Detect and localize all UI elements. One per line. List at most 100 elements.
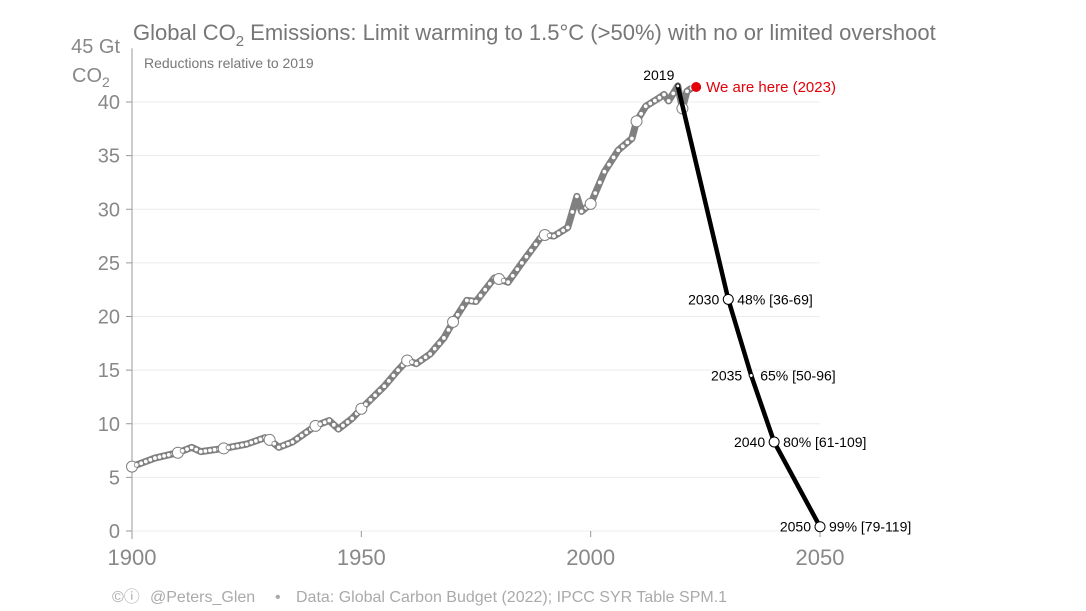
annual-point	[656, 95, 663, 101]
annual-point	[523, 254, 530, 260]
annual-point	[629, 135, 635, 142]
annual-point	[468, 298, 475, 304]
annual-point	[615, 147, 621, 153]
annual-point	[418, 357, 424, 364]
x-tick-label: 1950	[337, 545, 386, 570]
y-tick-label: 25	[98, 253, 120, 275]
x-tick-label: 1900	[108, 545, 157, 570]
creative-commons-icon: ©ⓘ	[112, 588, 140, 606]
annual-point	[464, 297, 470, 304]
decade-point	[630, 115, 643, 128]
annual-point	[198, 448, 204, 455]
x-tick-label: 2050	[796, 545, 845, 570]
annual-point	[519, 260, 525, 266]
annual-point	[161, 453, 167, 459]
annual-point	[432, 345, 438, 352]
annual-point	[230, 444, 236, 450]
annual-point	[147, 457, 154, 463]
pathway-year-label: 2030	[688, 291, 719, 307]
annual-point	[289, 439, 296, 445]
annual-point	[477, 292, 484, 299]
pathway-year-label: 2035	[711, 367, 742, 383]
author-handle: @Peters_Glen	[150, 589, 255, 606]
annual-point	[340, 422, 346, 429]
annual-point	[133, 462, 140, 468]
pathway-point	[722, 293, 734, 305]
y-axis-label: 45 Gt	[71, 36, 120, 58]
annual-point	[211, 447, 218, 453]
x-tick-label: 2000	[566, 545, 615, 570]
annual-point	[253, 438, 259, 444]
footer-separator: •	[275, 589, 281, 606]
annual-point	[257, 436, 264, 443]
annual-point	[299, 432, 305, 439]
annual-point	[184, 446, 190, 452]
annual-point	[335, 426, 342, 432]
annual-point	[487, 281, 493, 287]
annual-point	[413, 360, 420, 367]
annual-point	[665, 98, 672, 104]
annual-point	[367, 397, 374, 403]
annual-point	[624, 139, 631, 146]
annual-point	[303, 429, 309, 436]
y-tick-label: 30	[98, 199, 120, 221]
chart-subtitle: Reductions relative to 2019	[144, 55, 314, 71]
annual-point	[372, 392, 378, 398]
annual-point	[684, 88, 690, 94]
annual-point	[551, 233, 557, 239]
annual-point	[514, 266, 520, 273]
y-tick-label: 35	[98, 146, 120, 168]
annual-point	[344, 419, 351, 425]
annual-point	[294, 436, 300, 442]
annual-point	[280, 442, 287, 449]
annual-point	[578, 208, 585, 215]
annual-point	[285, 441, 291, 447]
annual-point	[331, 422, 337, 428]
annual-point	[560, 227, 566, 234]
annual-point	[317, 421, 323, 427]
annual-point	[574, 193, 580, 200]
annual-point	[638, 111, 644, 117]
annual-point	[381, 383, 387, 389]
annual-point	[363, 401, 369, 407]
y-tick-label: 0	[109, 521, 120, 543]
annual-point	[225, 444, 232, 451]
annual-point	[509, 273, 516, 279]
y-axis-unit: CO2	[72, 65, 110, 90]
annual-point	[207, 447, 213, 454]
annual-point	[546, 232, 553, 239]
annual-point	[390, 372, 397, 379]
annual-point	[528, 247, 534, 254]
pathway-point	[748, 372, 754, 378]
annual-point	[143, 458, 149, 465]
annual-point	[165, 452, 172, 458]
pathway-year-label: 2050	[780, 519, 811, 535]
annual-point	[652, 97, 658, 104]
chart-title: Global CO2 Emissions: Limit warming to 1…	[133, 20, 936, 50]
historical-emissions-line	[130, 82, 694, 470]
annual-point	[234, 443, 241, 449]
annual-point	[156, 454, 163, 460]
annual-point	[601, 169, 608, 175]
annual-point	[592, 190, 598, 196]
annual-point	[422, 354, 429, 360]
pathway-year-label: 2040	[734, 434, 765, 450]
annual-point	[138, 460, 144, 466]
annual-point	[454, 312, 461, 318]
pathway-reduction-label: 48% [36-69]	[737, 291, 813, 307]
annual-point	[271, 440, 277, 447]
annual-point	[505, 279, 511, 285]
annual-point	[441, 335, 447, 341]
pathway-point	[675, 83, 681, 89]
annual-point	[376, 388, 383, 394]
y-tick-label: 5	[109, 467, 120, 489]
annual-point	[532, 241, 539, 248]
annual-point	[670, 90, 676, 97]
annual-point	[565, 224, 571, 231]
annual-point	[473, 298, 479, 305]
annual-point	[239, 442, 245, 448]
pathway-point	[768, 436, 780, 448]
decade-point	[584, 197, 597, 210]
pathway-point	[814, 521, 826, 533]
